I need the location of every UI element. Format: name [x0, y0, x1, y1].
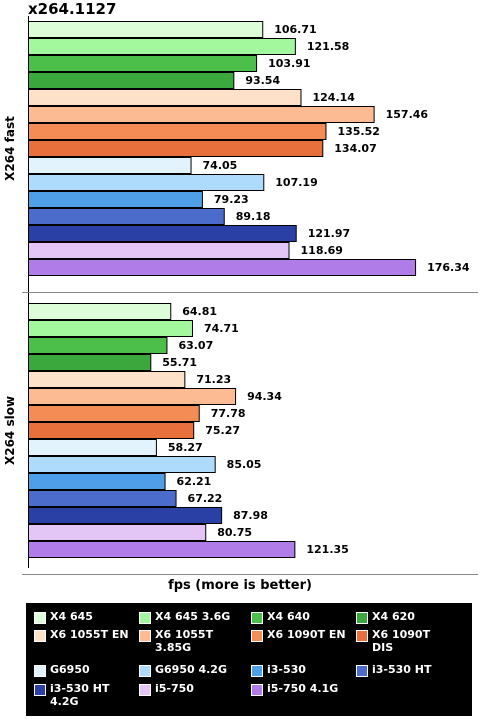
bar [28, 473, 166, 490]
legend-label: i3-530 HT [372, 663, 432, 676]
legend-swatch [356, 612, 368, 624]
bar [28, 225, 297, 242]
group-label: X264 slow [3, 396, 17, 465]
data-label: 121.58 [307, 40, 349, 53]
bar [28, 456, 216, 473]
data-label: 67.22 [188, 492, 223, 505]
bar [28, 337, 168, 354]
data-label: 121.35 [306, 543, 348, 556]
legend-label: X6 1090T EN [267, 628, 346, 641]
data-label: 118.69 [301, 244, 343, 257]
data-label: 63.07 [178, 339, 213, 352]
bar [28, 21, 264, 38]
legend-label: i3-530 [267, 663, 306, 676]
data-label: 55.71 [162, 356, 197, 369]
legend-swatch [251, 612, 263, 624]
x-axis-label: fps (more is better) [168, 578, 312, 593]
data-label: 87.98 [233, 509, 268, 522]
data-label: 58.27 [168, 441, 203, 454]
legend-swatch [251, 665, 263, 677]
legend-label: G6950 4.2G [155, 663, 227, 676]
bar [28, 242, 290, 259]
data-label: 93.54 [245, 74, 280, 87]
data-label: 79.23 [214, 193, 249, 206]
legend-label: X4 620 [372, 610, 415, 623]
legend-label: i5-750 4.1G [267, 682, 339, 695]
legend-label: X4 640 [267, 610, 310, 623]
legend-label: X4 645 3.6G [155, 610, 231, 623]
bar [28, 507, 223, 524]
data-label: 74.71 [204, 322, 239, 335]
legend-swatch [34, 630, 46, 642]
bar [28, 524, 207, 541]
data-label: 124.14 [312, 91, 355, 104]
legend-swatch [251, 630, 263, 642]
bar [28, 55, 258, 72]
legend-swatch [139, 630, 151, 642]
legend-label: i3-530 HT 4.2G [50, 682, 110, 708]
data-label: 106.71 [274, 23, 316, 36]
bar [28, 388, 237, 405]
bar [28, 354, 152, 371]
bar-chart: X264 fast 106.71 121.58 103.91 93.54 124.14 15… [3, 16, 478, 575]
bar [28, 490, 177, 507]
data-label: 121.97 [308, 227, 350, 240]
legend: X4 645 X4 645 3.6G X4 640 X4 620 X6 1055T EN… [26, 603, 472, 716]
bar [28, 371, 186, 388]
legend-label: X6 1055T 3.85G [155, 628, 214, 654]
data-label: 103.91 [268, 57, 310, 70]
bar [28, 157, 192, 174]
legend-swatch [251, 684, 263, 696]
bar [28, 140, 324, 157]
legend-label: G6950 [50, 663, 90, 676]
data-label: 94.34 [247, 390, 282, 403]
legend-label: i5-750 [155, 682, 194, 695]
bar [28, 191, 203, 208]
bar [28, 208, 225, 225]
legend-swatch [34, 665, 46, 677]
data-label: 77.78 [211, 407, 246, 420]
group-label: X264 fast [3, 116, 17, 181]
bar [28, 303, 172, 320]
legend-swatch [34, 612, 46, 624]
data-label: 74.05 [203, 159, 238, 172]
data-label: 107.19 [275, 176, 317, 189]
data-label: 75.27 [205, 424, 240, 437]
data-label: 62.21 [177, 475, 212, 488]
data-label: 85.05 [227, 458, 262, 471]
data-label: 176.34 [427, 261, 470, 274]
bar-group-slow: X264 slow64.8174.7163.0755.7171.2394.347… [3, 303, 349, 558]
data-label: 89.18 [236, 210, 271, 223]
legend-swatch [356, 630, 368, 642]
chart-title: x264.1127 [28, 0, 117, 18]
bar [28, 72, 235, 89]
data-label: 64.81 [182, 305, 217, 318]
bar [28, 174, 265, 191]
data-label: 71.23 [196, 373, 231, 386]
data-label: 135.52 [337, 125, 379, 138]
data-label: 80.75 [217, 526, 252, 539]
bar [28, 38, 296, 55]
bar [28, 106, 375, 123]
bar [28, 320, 193, 337]
bar [28, 439, 157, 456]
bar [28, 123, 327, 140]
data-label: 134.07 [334, 142, 376, 155]
bar [28, 89, 302, 106]
data-label: 157.46 [386, 108, 429, 121]
legend-swatch [356, 665, 368, 677]
legend-swatch [139, 665, 151, 677]
legend-label: X6 1055T EN [50, 628, 129, 641]
legend-swatch [139, 684, 151, 696]
bar-group-fast: X264 fast 106.71 121.58 103.91 93.54 124.14 15… [3, 21, 470, 276]
bar [28, 541, 296, 558]
bar [28, 422, 195, 439]
legend-swatch [34, 684, 46, 696]
legend-swatch [139, 612, 151, 624]
bar [28, 259, 417, 276]
legend-label: X4 645 [50, 610, 93, 623]
bar [28, 405, 200, 422]
legend-label: X6 1090T DIS [372, 628, 431, 654]
